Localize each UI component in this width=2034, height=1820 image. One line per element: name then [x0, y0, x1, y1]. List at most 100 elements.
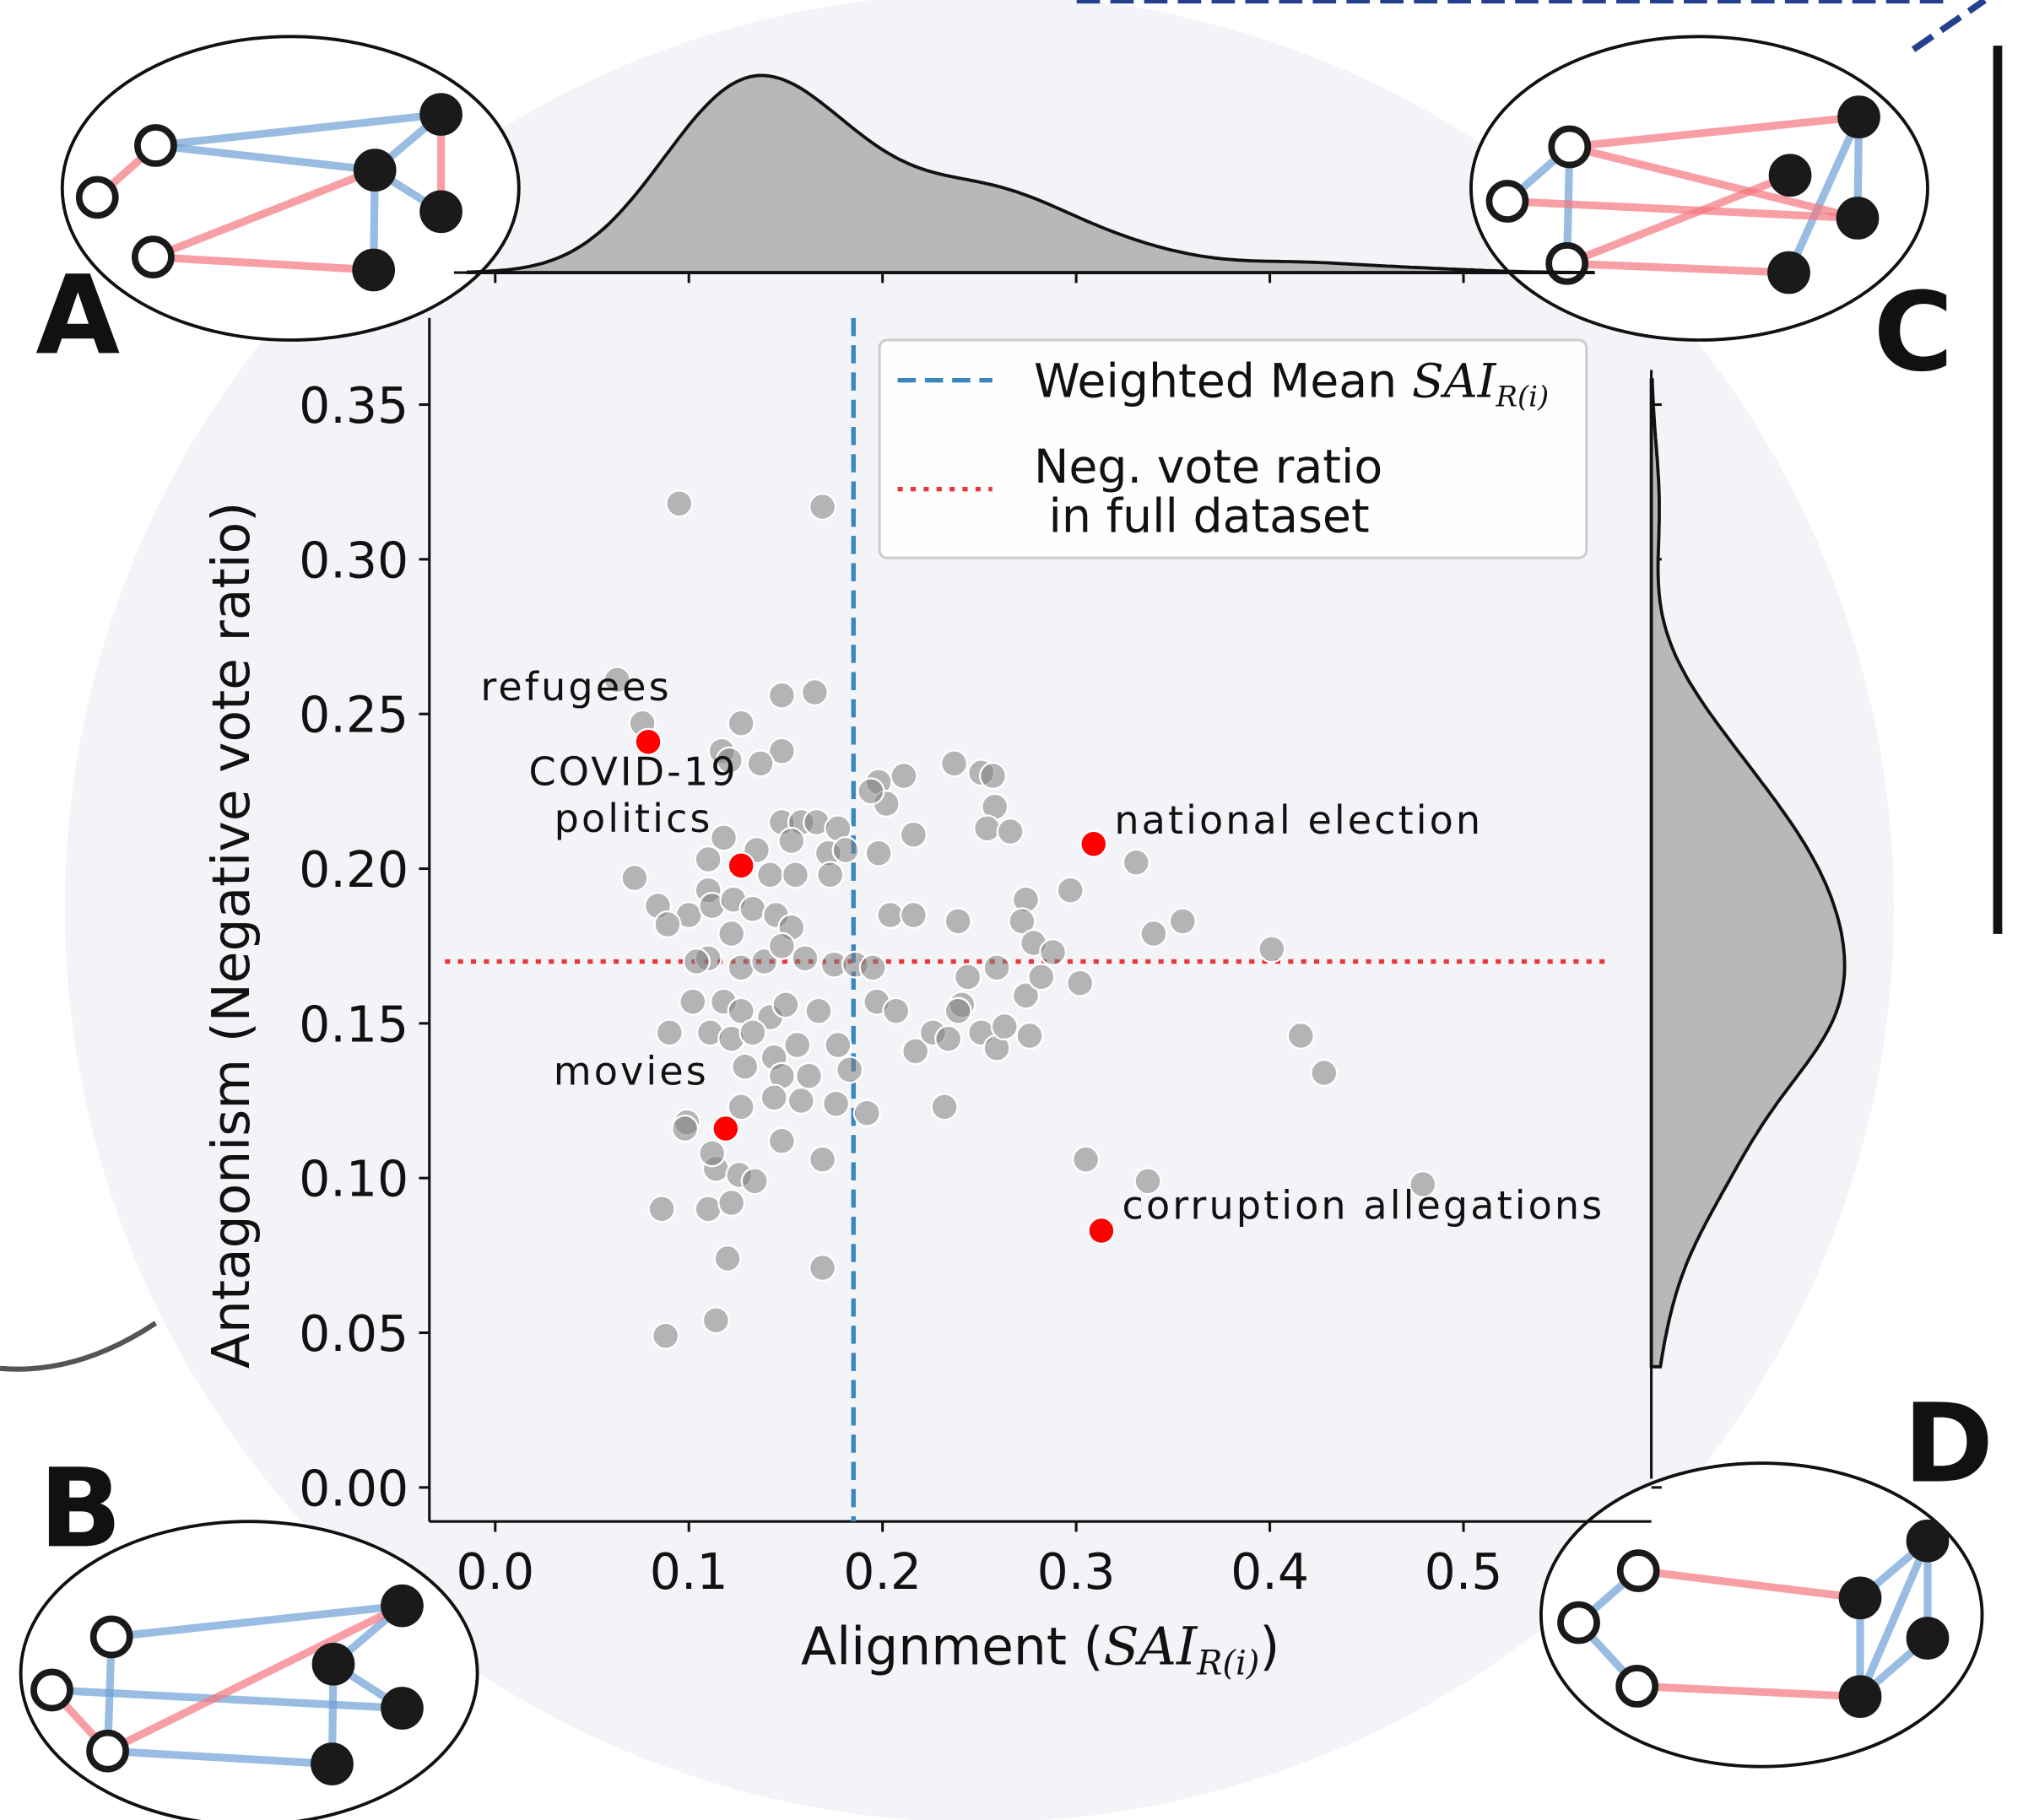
point [1015, 1022, 1044, 1050]
point [694, 845, 722, 874]
point [973, 814, 1002, 843]
annotation: COVID-19 [529, 749, 738, 795]
y-tick-label: 0.00 [299, 1460, 408, 1517]
point [665, 489, 694, 518]
point [800, 678, 829, 707]
point [694, 1195, 722, 1223]
legend-label-part: Weighted Mean [1034, 355, 1412, 409]
point [864, 839, 893, 867]
point [652, 1321, 680, 1350]
x-tick-label: 0.2 [843, 1543, 922, 1601]
point [809, 1254, 837, 1283]
y-tick-label: 0.10 [299, 1151, 408, 1208]
annotation: corruption allegations [1122, 1183, 1605, 1229]
point [727, 1093, 755, 1121]
annotation: national election [1114, 797, 1483, 843]
point [750, 948, 779, 976]
point [647, 1195, 676, 1223]
point [944, 907, 972, 936]
point [767, 737, 796, 765]
point [727, 709, 755, 737]
x-axis-label-part: Alignment ( [801, 1617, 1103, 1677]
panel-label: A [35, 252, 120, 379]
point [740, 1167, 769, 1196]
point [715, 746, 744, 775]
point [996, 818, 1025, 846]
point [831, 836, 860, 865]
x-tick-label: 0.5 [1425, 1543, 1503, 1601]
point [655, 1018, 684, 1047]
point [1258, 935, 1286, 964]
point [698, 1139, 727, 1168]
annotation: politics [554, 796, 713, 841]
point [824, 1031, 852, 1060]
y-tick-label: 0.20 [299, 841, 408, 899]
decoration [0, 1320, 158, 1372]
annotation: refugees [480, 664, 671, 710]
point [930, 1093, 959, 1121]
x-axis-label-part: SAI [1103, 1617, 1198, 1677]
x-tick-label: 0.3 [1037, 1543, 1116, 1601]
point [671, 1115, 700, 1143]
point [787, 1087, 815, 1115]
legend-label-part: SAI [1412, 355, 1497, 409]
network-d [1539, 1461, 1984, 1769]
panel-label: B [39, 1445, 122, 1572]
point [982, 953, 1011, 982]
point [767, 1126, 796, 1155]
point [777, 827, 806, 856]
panel-label: C [1874, 269, 1954, 396]
point [899, 901, 928, 930]
annotation: movies [554, 1048, 709, 1094]
point [809, 493, 837, 521]
point [809, 1145, 837, 1174]
x-axis-label: Alignment (SAIR(i)) [801, 1617, 1279, 1682]
point [1056, 876, 1085, 905]
point [899, 820, 928, 849]
network-b [19, 1520, 479, 1820]
point [1066, 969, 1095, 997]
x-tick-label: 0.1 [650, 1543, 728, 1601]
point [934, 1024, 963, 1053]
point [760, 1083, 788, 1112]
highlight-point [727, 851, 755, 880]
point [990, 1013, 1019, 1041]
point [679, 987, 707, 1016]
point [804, 996, 833, 1025]
point [791, 944, 820, 973]
point [620, 864, 649, 893]
point [756, 861, 785, 889]
y-tick-label: 0.15 [299, 996, 408, 1053]
point [857, 777, 885, 806]
x-axis-label-part: ) [1259, 1617, 1279, 1677]
point [727, 953, 755, 982]
point [1286, 1022, 1315, 1050]
y-tick-label: 0.25 [299, 687, 408, 744]
point [767, 681, 796, 710]
point [901, 1037, 930, 1066]
legend-label: in full dataset [1034, 489, 1370, 543]
point [852, 1099, 881, 1127]
y-tick-label: 0.35 [299, 377, 408, 435]
point [771, 991, 800, 1019]
decoration [1076, 0, 1987, 52]
panel-label: D [1903, 1381, 1993, 1508]
point [1011, 981, 1040, 1010]
point [816, 861, 845, 889]
point [717, 920, 746, 948]
point [822, 1089, 851, 1118]
point [890, 762, 918, 791]
highlight-point [711, 1115, 740, 1143]
point [709, 824, 738, 852]
y-tick-label: 0.05 [299, 1305, 408, 1363]
point [1027, 963, 1056, 991]
y-axis-label: Antagonism (Negative vote ratio) [202, 502, 262, 1369]
point [682, 948, 711, 976]
point [794, 1061, 823, 1090]
point [954, 963, 982, 991]
point [944, 996, 972, 1025]
point [858, 953, 887, 982]
point [603, 666, 631, 694]
x-tick-label: 0.4 [1231, 1543, 1309, 1601]
network-c [1469, 35, 1929, 342]
